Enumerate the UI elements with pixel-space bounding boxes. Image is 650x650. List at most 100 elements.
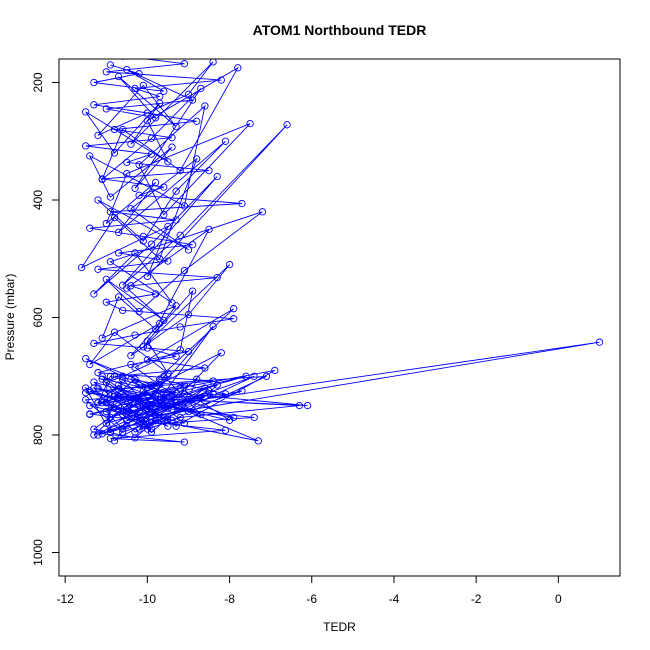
data-point [151, 290, 160, 298]
data-point [180, 390, 189, 398]
data-point [213, 172, 221, 181]
data-point [151, 325, 160, 333]
y-axis: 200 400 600 800 1000 [31, 72, 60, 566]
data-point [82, 396, 90, 404]
data-point [172, 216, 180, 224]
data-point [193, 155, 201, 163]
data-point [114, 381, 123, 389]
data-point [106, 258, 115, 266]
data-point [127, 205, 135, 213]
data-point [131, 434, 139, 442]
data-point [106, 434, 115, 443]
data-point [184, 396, 193, 404]
data-point [127, 140, 135, 148]
chart-title: ATOM1 Northbound TEDR [253, 22, 427, 38]
data-point [90, 431, 98, 439]
data-point [139, 419, 147, 427]
data-point [209, 377, 217, 385]
data-point [160, 87, 168, 95]
data-point [160, 183, 168, 191]
data-point [131, 184, 139, 192]
x-tick-label: -4 [389, 592, 400, 606]
data-point [238, 387, 246, 395]
data-point [172, 352, 180, 360]
data-point [188, 96, 197, 104]
data-point [127, 282, 135, 290]
data-point [90, 101, 98, 109]
data-point [90, 378, 98, 386]
data-point [98, 175, 106, 183]
data-point [86, 224, 94, 232]
data-point [201, 393, 209, 401]
data-point [82, 354, 90, 363]
data-point [230, 315, 238, 323]
data-point [119, 125, 127, 134]
data-point [168, 416, 176, 424]
data-point [110, 213, 119, 222]
data-point [119, 410, 127, 419]
data-point [213, 381, 221, 389]
data-point [258, 208, 267, 216]
data-point [295, 401, 304, 410]
x-tick-label: -6 [306, 592, 317, 606]
data-point [127, 352, 135, 360]
data-point [205, 225, 213, 234]
data-point [131, 84, 139, 93]
data-point [94, 399, 102, 407]
series-line [85, 59, 255, 443]
data-point [86, 152, 94, 160]
data-point [127, 375, 135, 383]
data-point [242, 372, 250, 380]
data-point [176, 231, 184, 239]
data-point [110, 125, 119, 134]
data-point [119, 306, 127, 315]
y-tick-label: 800 [31, 425, 45, 445]
data-point [102, 105, 110, 113]
data-point [221, 137, 230, 145]
data-point [172, 302, 180, 310]
data-point [102, 399, 110, 407]
data-point [147, 240, 156, 248]
data-point [94, 265, 102, 273]
data-point [77, 263, 86, 272]
data-point [164, 257, 172, 265]
data-point [123, 416, 131, 424]
data-point [139, 232, 147, 241]
data-point [184, 90, 193, 98]
data-point [82, 142, 90, 150]
data-point [230, 305, 238, 313]
data-point [102, 419, 110, 427]
data-point [86, 410, 94, 418]
data-point [205, 166, 213, 175]
data-point [221, 426, 230, 434]
data-point [127, 360, 135, 369]
data-point [86, 360, 94, 369]
y-tick-label: 400 [31, 190, 45, 210]
data-point [120, 59, 125, 60]
data-point [94, 369, 102, 377]
data-point [221, 390, 230, 398]
data-point [180, 202, 189, 210]
data-point [106, 208, 115, 216]
data-point [246, 119, 254, 128]
data-point [94, 196, 102, 204]
data-point [262, 372, 271, 380]
data-point [271, 366, 279, 375]
data-point [172, 422, 180, 430]
data-point [217, 76, 225, 84]
data-point [82, 108, 90, 116]
data-point [110, 372, 119, 380]
data-point [90, 290, 98, 298]
data-point [172, 187, 180, 195]
data-point [86, 387, 94, 395]
data-point [184, 246, 193, 254]
data-point [180, 438, 189, 446]
data-point [176, 323, 184, 331]
data-point [180, 60, 189, 68]
data-point [94, 431, 102, 439]
data-point [139, 401, 147, 410]
data-point [180, 419, 189, 427]
data-point [119, 428, 127, 436]
data-point [160, 372, 168, 380]
